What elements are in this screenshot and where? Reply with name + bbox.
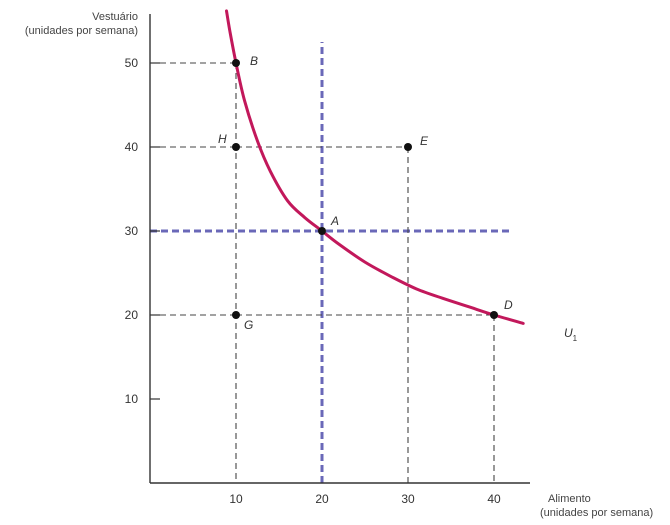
y-axis-title-line-2: (unidades por semana) <box>25 25 138 37</box>
point-label-h: H <box>218 132 227 146</box>
y-tick-label-40: 40 <box>125 140 139 154</box>
y-tick-label-50: 50 <box>125 56 139 70</box>
y-tick-label-10: 10 <box>125 392 139 406</box>
x-tick-label-40: 40 <box>487 492 501 506</box>
point-label-d: D <box>504 298 513 312</box>
point-label-g: G <box>244 318 253 332</box>
y-tick-label-20: 20 <box>125 308 139 322</box>
points-layer: B H E A D G <box>218 54 513 332</box>
x-tick-label-10: 10 <box>229 492 243 506</box>
point-a <box>318 227 326 235</box>
point-b <box>232 59 240 67</box>
y-ticks: 10 20 30 40 50 <box>125 56 160 406</box>
point-h <box>232 143 240 151</box>
x-axis-title-line-2: (unidades por semana) <box>540 507 653 519</box>
x-axis-title-line-1: Alimento <box>548 493 591 505</box>
axes <box>149 14 530 484</box>
curve-label-u1: U1 <box>564 326 578 343</box>
point-g <box>232 311 240 319</box>
x-tick-label-30: 30 <box>401 492 415 506</box>
y-axis-title-line-1: Vestuário <box>92 11 138 23</box>
curve-layer <box>225 9 525 325</box>
point-label-a: A <box>330 214 339 228</box>
point-label-b: B <box>250 54 258 68</box>
reference-lines <box>150 42 512 483</box>
x-tick-label-20: 20 <box>315 492 329 506</box>
point-d <box>490 311 498 319</box>
x-ticks: 10 20 30 40 <box>229 492 501 506</box>
point-e <box>404 143 412 151</box>
y-tick-label-30: 30 <box>125 224 139 238</box>
guide-lines <box>150 62 495 483</box>
point-label-e: E <box>420 134 429 148</box>
indifference-curve-u1 <box>225 9 525 325</box>
